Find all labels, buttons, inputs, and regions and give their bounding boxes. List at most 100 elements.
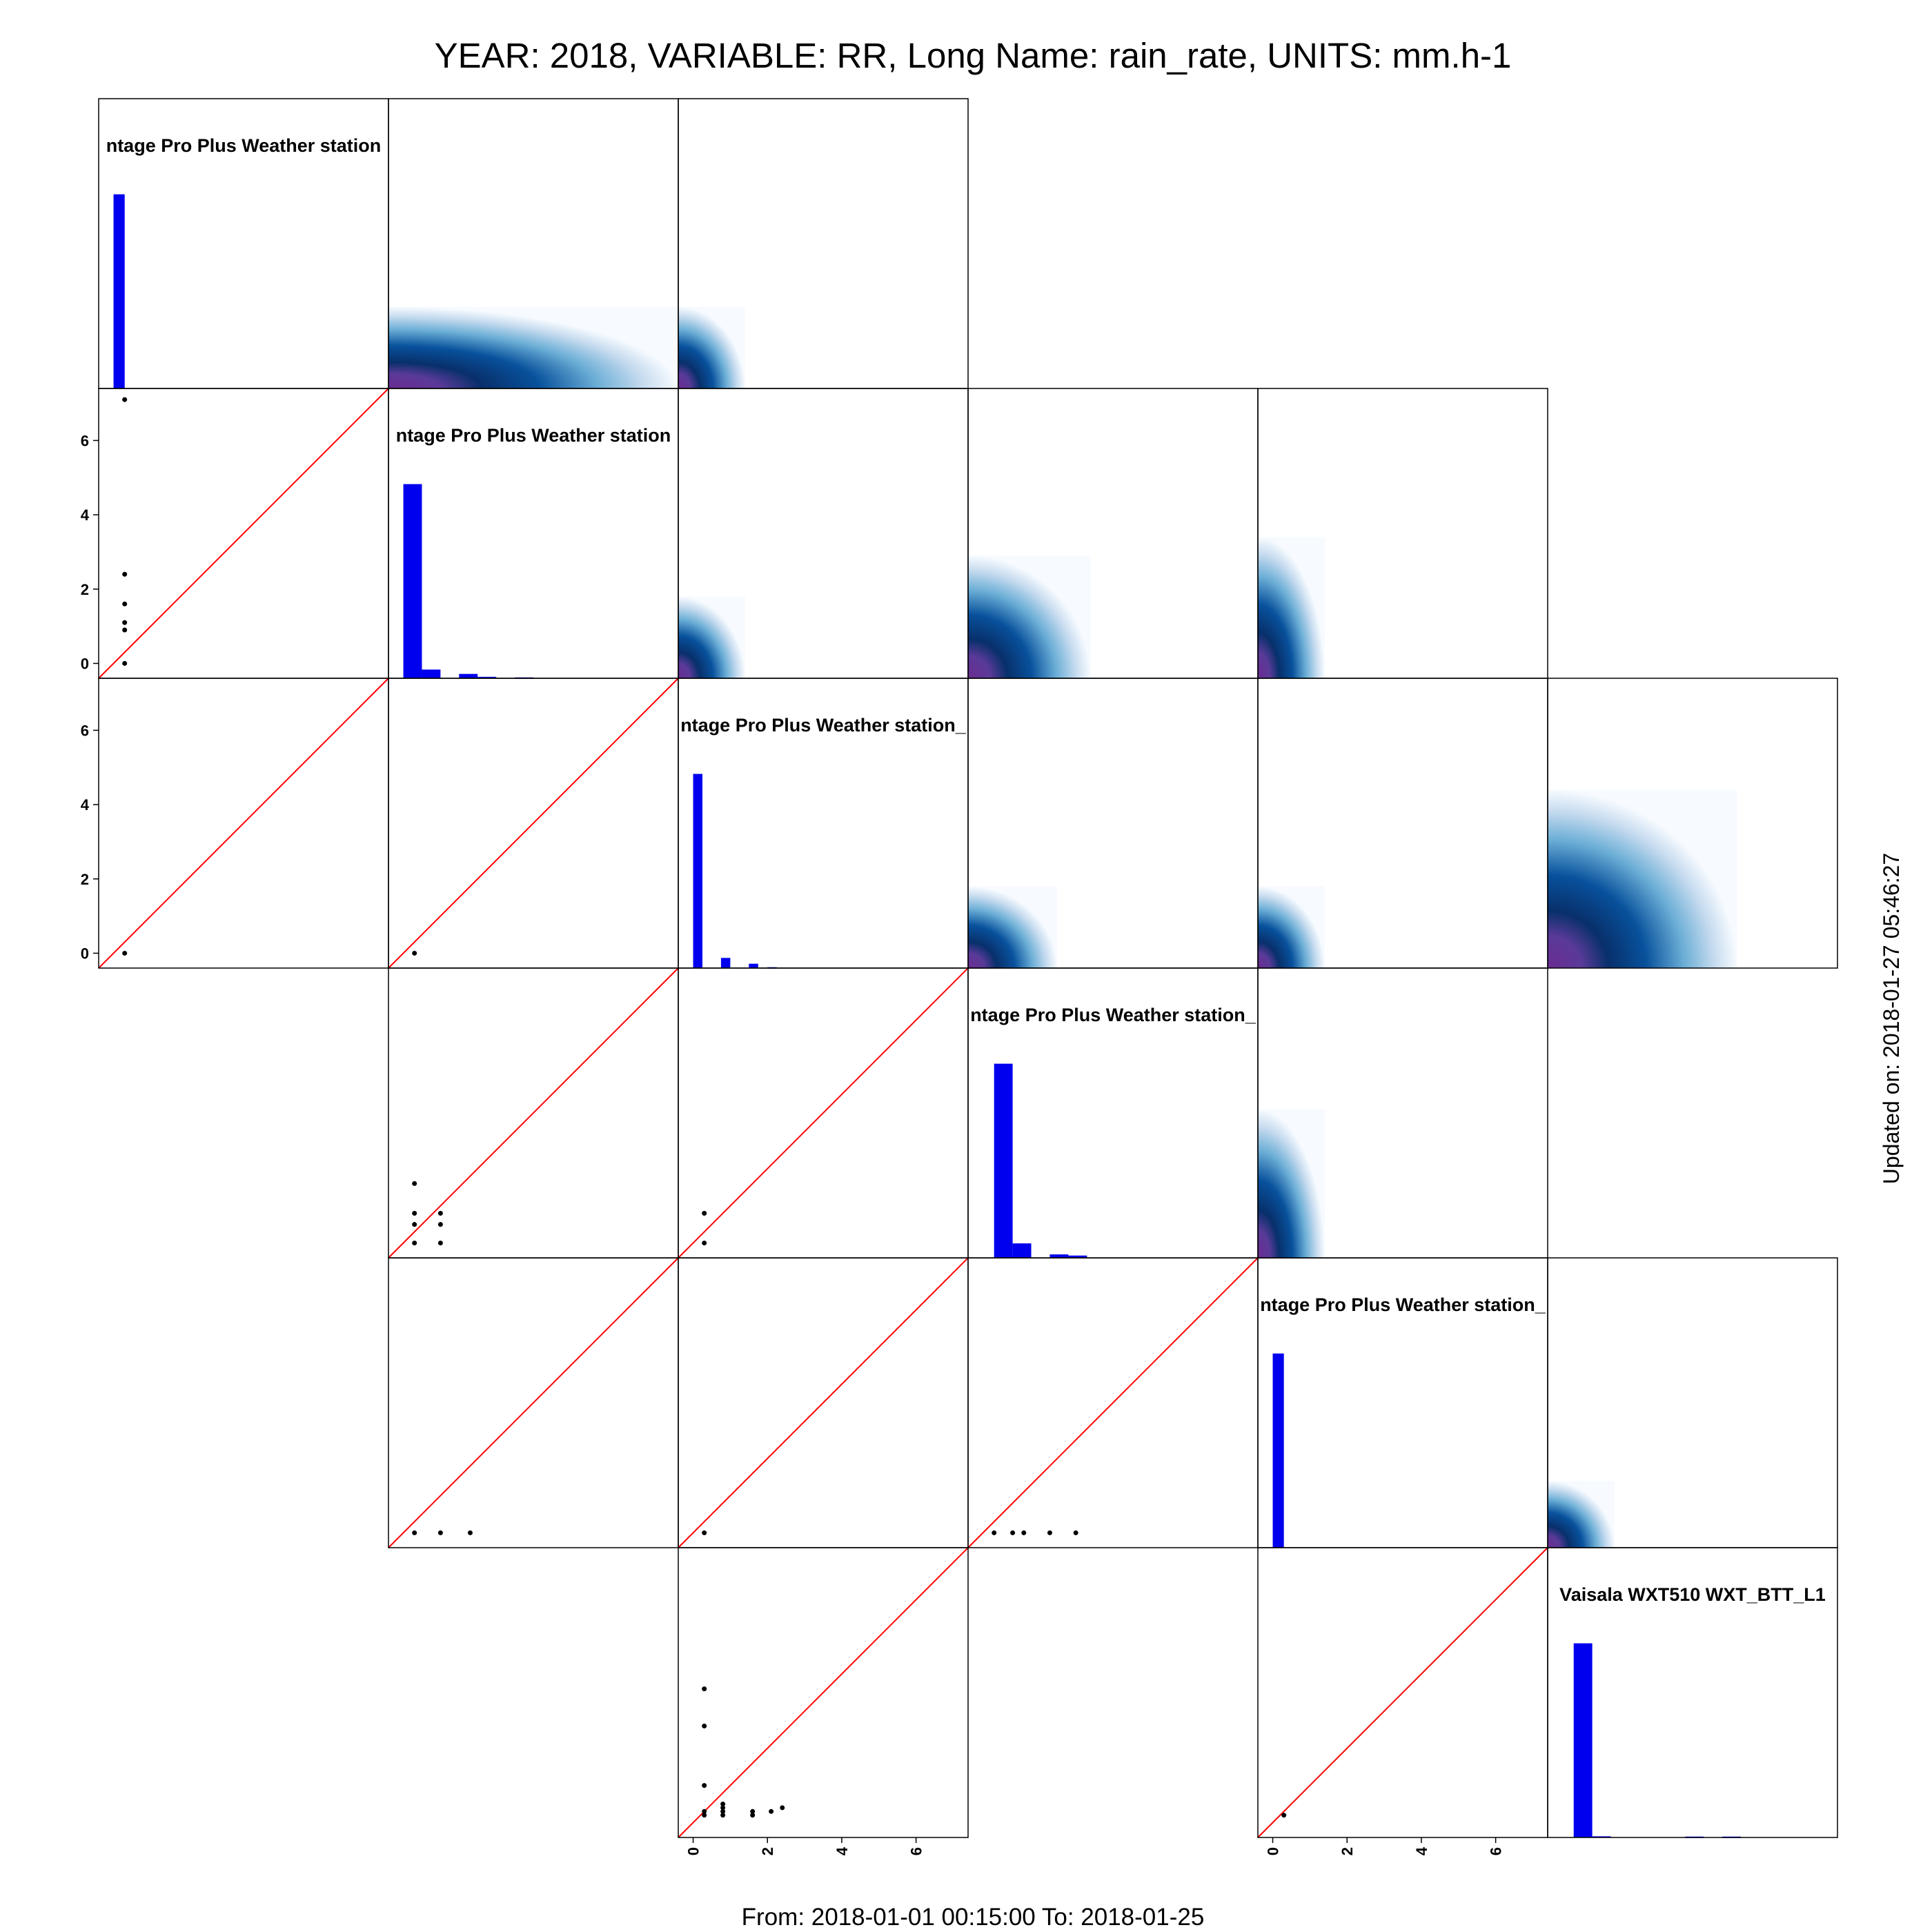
histogram-bar-3-1	[1012, 1243, 1032, 1258]
y-tick-label-1-3: 6	[81, 432, 89, 449]
scatter-point-5-2-8	[720, 1813, 726, 1818]
density-area-0-2	[678, 306, 745, 388]
histogram-bar-2-0	[693, 773, 702, 968]
x-tick-label-2-2: 4	[834, 1846, 851, 1855]
scatter-point-5-2-10	[750, 1813, 756, 1818]
identity-line-5-4	[1257, 1547, 1548, 1838]
density-area-1-3	[968, 555, 1091, 678]
panel-title-5: Vaisala WXT510 WXT_BTT_L1	[1559, 1584, 1826, 1605]
panel-title-0: ntage Pro Plus Weather station	[106, 135, 382, 156]
scatter-point-5-2-11	[769, 1808, 774, 1814]
scatter-point-5-2-0	[702, 1686, 707, 1692]
scatter-point-5-2-6	[720, 1805, 726, 1811]
x-tick-label-4-1: 2	[1339, 1847, 1356, 1855]
updated-on-label: Updated on: 2018-01-27 05:46:27	[1879, 853, 1904, 1184]
histogram-bar-4-0	[1272, 1353, 1284, 1548]
density-area-3-4	[1258, 1109, 1325, 1258]
panel-grid: ntage Pro Plus Weather station ntage Pro …	[81, 98, 1838, 1855]
density-area-0-1	[388, 306, 678, 388]
scatter-point-4-2-0	[702, 1530, 707, 1535]
panel-title-3: ntage Pro Plus Weather station_	[970, 1005, 1256, 1025]
scatter-point-5-2-5	[720, 1802, 726, 1807]
chart-title: YEAR: 2018, VARIABLE: RR, Long Name: rai…	[435, 36, 1512, 75]
scatter-point-5-4-0	[1281, 1813, 1287, 1818]
scatter-point-4-1-2	[467, 1530, 473, 1535]
scatter-point-1-0-5	[122, 660, 128, 666]
scatter-point-4-3-2	[1021, 1530, 1027, 1535]
scatter-point-5-2-2	[702, 1783, 707, 1788]
scatter-point-1-0-4	[122, 627, 128, 633]
histogram-bar-1-4	[477, 676, 497, 678]
x-tick-label-4-2: 4	[1413, 1846, 1430, 1855]
y-tick-label-1-1: 2	[81, 581, 89, 598]
density-area-2-3	[968, 886, 1058, 968]
histogram-bar-1-3	[459, 673, 478, 678]
density-area-2-5	[1548, 789, 1737, 968]
histogram-bar-3-3	[1049, 1254, 1069, 1258]
panel-frame-5-4	[1257, 1547, 1548, 1838]
scatter-point-1-0-2	[122, 601, 128, 607]
histogram-bar-2-6	[749, 963, 758, 968]
histogram-bar-2-3	[720, 958, 731, 968]
scatter-point-3-1-0	[412, 1181, 417, 1186]
y-tick-label-1-2: 4	[81, 506, 90, 524]
panel-title-2: ntage Pro Plus Weather station_	[680, 715, 967, 736]
scatter-point-2-0-0	[122, 950, 128, 956]
panel-frame-4-3	[967, 1257, 1259, 1548]
scatter-point-5-2-4	[702, 1813, 707, 1818]
panel-frame-5-2	[678, 1547, 969, 1838]
x-tick-label-4-0: 0	[1265, 1847, 1282, 1855]
scatter-point-3-2-0	[702, 1210, 707, 1216]
scatter-point-4-3-0	[992, 1530, 997, 1535]
density-area-1-2	[678, 596, 745, 678]
date-range-footer: From: 2018-01-01 00:15:00 To: 2018-01-25	[742, 1904, 1205, 1931]
histogram-bar-1-1	[422, 669, 441, 678]
identity-line-3-1	[388, 967, 679, 1259]
scatter-point-5-2-7	[720, 1808, 726, 1814]
panel-title-1: ntage Pro Plus Weather station	[396, 425, 671, 446]
panel-frame-4-5	[1547, 1257, 1838, 1548]
x-tick-label-2-1: 2	[759, 1847, 776, 1855]
x-tick-label-4-3: 6	[1488, 1847, 1505, 1855]
scatter-point-5-2-9	[750, 1808, 756, 1814]
identity-line-4-2	[678, 1257, 969, 1548]
scatter-point-4-3-3	[1047, 1530, 1052, 1535]
histogram-bar-3-0	[994, 1063, 1013, 1258]
scatter-point-4-3-1	[1010, 1530, 1016, 1535]
scatter-point-5-2-12	[780, 1805, 785, 1811]
scatter-point-3-1-5	[437, 1222, 443, 1228]
identity-line-3-2	[678, 967, 969, 1259]
x-tick-label-2-3: 6	[908, 1847, 925, 1855]
identity-line-1-0	[98, 388, 389, 679]
y-tick-label-1-0: 0	[81, 655, 89, 672]
y-tick-label-2-3: 6	[81, 722, 89, 739]
density-area-4-5	[1548, 1481, 1615, 1548]
density-area-2-4	[1258, 886, 1325, 968]
scatter-point-4-3-4	[1073, 1530, 1078, 1535]
panel-frame-2-5	[1547, 678, 1838, 969]
scatter-point-1-0-1	[122, 571, 128, 577]
identity-line-2-1	[388, 678, 679, 969]
scatter-point-4-1-0	[412, 1530, 417, 1535]
scatter-point-3-1-1	[412, 1210, 417, 1216]
histogram-bar-1-0	[403, 484, 422, 678]
scatter-point-2-1-0	[412, 950, 417, 956]
identity-line-4-3	[967, 1257, 1259, 1548]
density-area-1-4	[1258, 537, 1325, 678]
scatter-point-5-2-1	[702, 1723, 707, 1728]
x-tick-label-2-0: 0	[685, 1847, 702, 1855]
scatter-point-4-1-1	[437, 1530, 443, 1535]
scatter-point-3-1-4	[437, 1210, 443, 1216]
y-tick-label-2-0: 0	[81, 945, 89, 962]
histogram-bar-3-4	[1068, 1255, 1087, 1258]
identity-line-2-0	[98, 678, 389, 969]
y-tick-label-2-1: 2	[81, 871, 89, 888]
scatter-point-5-2-3	[702, 1808, 707, 1814]
histogram-bar-0-0	[113, 194, 125, 388]
y-tick-label-2-2: 4	[81, 796, 90, 814]
histogram-bar-5-0	[1573, 1643, 1593, 1837]
scatter-point-3-2-1	[702, 1240, 707, 1245]
panel-title-4: ntage Pro Plus Weather station_	[1260, 1294, 1546, 1315]
scatter-point-1-0-0	[122, 397, 128, 402]
